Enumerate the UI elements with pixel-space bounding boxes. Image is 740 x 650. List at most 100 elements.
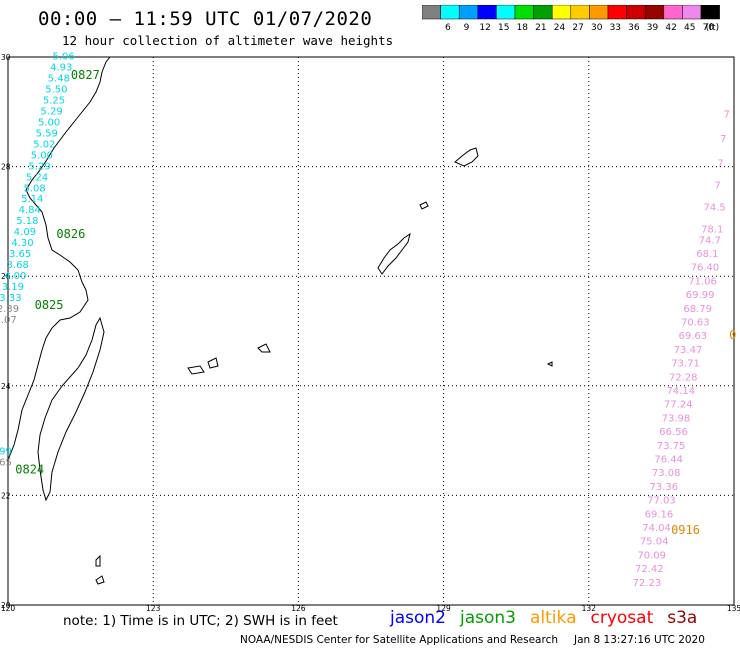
- wave-height-label: 73.98: [662, 413, 691, 424]
- wave-height-label: 7: [720, 134, 726, 145]
- wave-height-label: 3.19: [2, 282, 24, 293]
- wave-height-label: 7: [714, 181, 720, 192]
- lat-tick-label: 24: [1, 382, 11, 391]
- legend-label: 36: [628, 23, 640, 33]
- wave-height-label: 5.00: [31, 150, 53, 161]
- wave-height-label: 74.5: [704, 202, 726, 213]
- coastline: [95, 554, 101, 567]
- satellite-jason2: jason2: [390, 608, 446, 628]
- wave-height-label: 7: [724, 109, 730, 120]
- wave-height-label: 5.50: [45, 85, 67, 96]
- legend-label: 6: [445, 23, 451, 33]
- coastline: [37, 316, 105, 502]
- lat-tick-label: 30: [1, 53, 11, 62]
- wave-height-label: 5.59: [36, 128, 58, 139]
- legend-label: 33: [610, 23, 621, 33]
- wave-height-label: 66.56: [659, 427, 688, 438]
- wave-height-label: 72.42: [635, 564, 664, 575]
- satellite-legend: jason2 jason3 altika cryosat s3a: [390, 608, 711, 628]
- wave-height-label: 76.40: [691, 263, 720, 274]
- legend-label: 30: [591, 23, 603, 33]
- wave-height-label: 68.1: [696, 249, 718, 260]
- coastline: [546, 361, 553, 367]
- wave-height-label: 76.44: [654, 455, 683, 466]
- wave-height-label: 5.18: [16, 216, 38, 227]
- wave-height-label: 5.29: [28, 161, 50, 172]
- wave-height-label: 70.63: [681, 318, 710, 329]
- wave-height-label: 74.14: [666, 386, 695, 397]
- footer-org: NOAA/NESDIS Center for Satellite Applica…: [240, 634, 558, 646]
- lon-tick-label: 135: [727, 604, 740, 612]
- legend-label: 21: [535, 23, 546, 33]
- note-text: note: 1) Time is in UTC; 2) SWH is in fe…: [63, 613, 338, 629]
- wave-height-label: 5.29: [40, 107, 62, 118]
- wave-height-label: 78.1: [701, 224, 723, 235]
- wave-height-label: 5.48: [48, 74, 70, 85]
- wave-height-label: 77.03: [647, 496, 676, 507]
- wave-height-label: 4.84: [19, 205, 41, 216]
- pass-time-label: 0824: [15, 462, 44, 476]
- coastline: [187, 365, 205, 375]
- wave-height-label: 70.09: [637, 550, 666, 561]
- wave-height-label: 73.08: [652, 468, 681, 479]
- map-frame: [7, 56, 735, 606]
- lon-tick-label: 126: [291, 604, 306, 612]
- pass-time-label: 0916: [671, 523, 700, 537]
- legend-label: 24: [554, 23, 566, 33]
- pass-time-label: 0: [729, 328, 736, 342]
- wave-height-label: 4.93: [50, 63, 72, 74]
- wave-height-label: 5.00: [38, 118, 60, 129]
- coastline: [257, 343, 271, 353]
- footer-credit: NOAA/NESDIS Center for Satellite Applica…: [240, 634, 705, 646]
- wave-height-label: 4.30: [11, 238, 33, 249]
- wave-height-label: 2.07: [0, 315, 17, 326]
- lon-tick-label: 129: [436, 604, 451, 612]
- coastline: [377, 232, 411, 275]
- lon-tick-label: 123: [146, 604, 161, 612]
- wave-height-label: 68.79: [683, 304, 712, 315]
- wave-height-label: 7: [717, 159, 723, 170]
- wave-height-label: 3.65: [0, 457, 12, 468]
- legend-label: 12: [479, 23, 490, 33]
- wave-height-label: 2.39: [0, 304, 19, 315]
- legend-label: 27: [572, 23, 583, 33]
- wave-height-label: 3.33: [0, 293, 22, 304]
- lat-tick-label: 28: [1, 163, 11, 172]
- wave-height-label: 5.02: [33, 139, 55, 150]
- wave-height-label: 71.06: [688, 276, 717, 287]
- wave-height-label: 74.7: [699, 235, 721, 246]
- legend-label: 70: [703, 23, 715, 33]
- wave-height-label: 73.36: [649, 482, 678, 493]
- satellite-s3a: s3a: [667, 608, 698, 628]
- lon-tick-label: 132: [582, 604, 597, 612]
- wave-height-label: 6.99: [0, 446, 12, 457]
- lon-tick-label: 120: [1, 604, 16, 612]
- wave-height-label: 5.25: [43, 96, 65, 107]
- footer-timestamp: Jan 8 13:27:16 UTC 2020: [574, 634, 705, 646]
- satellite-jason3: jason3: [460, 608, 516, 628]
- page-subtitle: 12 hour collection of altimeter wave hei…: [62, 33, 394, 48]
- wave-height-label: 75.04: [640, 537, 669, 548]
- coastline: [419, 201, 429, 210]
- wave-height-label: 69.63: [679, 331, 708, 342]
- legend-label: 15: [498, 23, 509, 33]
- wave-height-label: 77.24: [664, 400, 693, 411]
- color-legend: 6 9 12 15 18 21 24 27 30 33 36 39 42 45 70(ft): [422, 5, 720, 33]
- satellite-altika: altika: [530, 608, 577, 628]
- wave-height-label: 69.99: [686, 290, 715, 301]
- coastline: [7, 56, 111, 461]
- coastline: [454, 147, 479, 167]
- legend-label: 39: [647, 23, 659, 33]
- wave-height-label: 3.65: [9, 249, 31, 260]
- coastline: [207, 357, 219, 369]
- wave-height-label: 73.75: [657, 441, 686, 452]
- wave-height-label: 69.16: [645, 509, 674, 520]
- legend-label: 45: [684, 23, 695, 33]
- legend-label: 9: [464, 23, 470, 33]
- wave-height-label: 4.00: [4, 271, 26, 282]
- wave-height-label: 74.04: [642, 523, 671, 534]
- wave-height-label: 72.23: [633, 578, 662, 589]
- wave-height-label: 3.68: [7, 260, 29, 271]
- wave-height-label: 4.09: [14, 227, 36, 238]
- lat-tick-label: 20: [1, 601, 11, 610]
